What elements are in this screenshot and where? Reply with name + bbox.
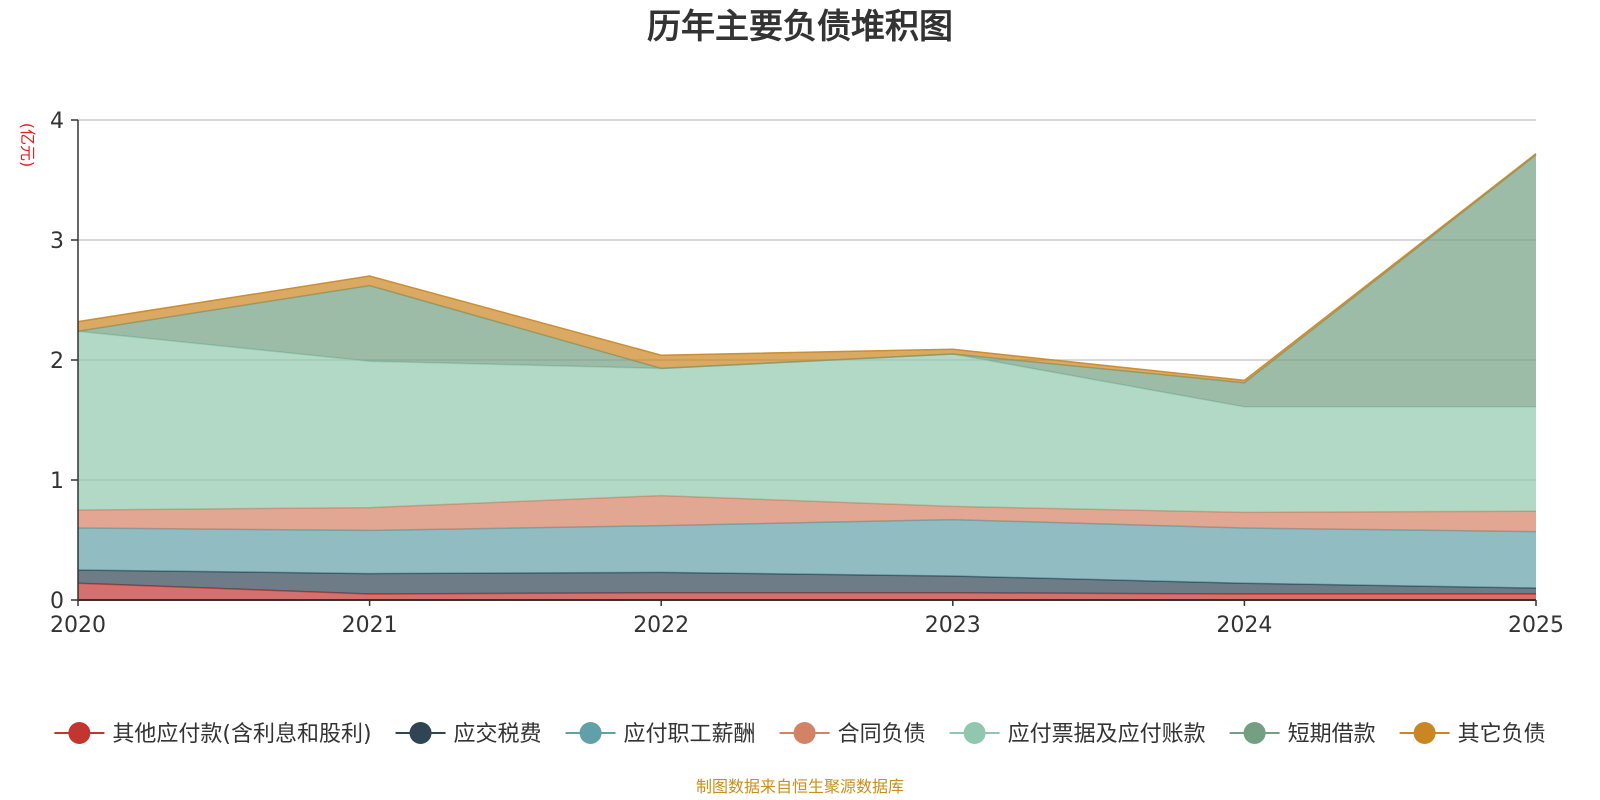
legend-label: 应付票据及应付账款	[1008, 722, 1206, 747]
x-tick-label: 2020	[50, 613, 106, 638]
legend-label: 合同负债	[838, 722, 926, 747]
legend-marker	[963, 722, 986, 744]
legend-item-4[interactable]: 应付票据及应付账款	[949, 722, 1206, 747]
area-series-2	[78, 519, 1536, 588]
y-tick-label: 3	[50, 229, 64, 254]
y-axis-unit: (亿元)	[18, 123, 37, 168]
legend-item-1[interactable]: 应交税费	[395, 722, 542, 747]
legend-label: 应交税费	[454, 722, 542, 747]
legend-marker	[1243, 722, 1266, 744]
legend-marker	[409, 722, 432, 744]
y-tick-label: 1	[50, 469, 64, 494]
area-series-5	[78, 154, 1536, 407]
area-series-1	[78, 570, 1536, 594]
y-tick-label: 4	[50, 109, 64, 134]
data-source-note: 制图数据来自恒生聚源数据库	[696, 777, 904, 796]
area-series-0	[78, 583, 1536, 600]
x-tick-label: 2021	[342, 613, 398, 638]
legend-marker	[793, 722, 816, 744]
chart-title: 历年主要负债堆积图	[647, 7, 953, 47]
area-series-3	[78, 495, 1536, 532]
area-series-4	[78, 331, 1536, 513]
x-tick-label: 2024	[1216, 613, 1272, 638]
y-tick-label: 0	[50, 589, 64, 614]
x-tick-label: 2025	[1508, 613, 1564, 638]
y-tick-label: 2	[50, 349, 64, 374]
x-tick-label: 2023	[925, 613, 981, 638]
legend-label: 短期借款	[1288, 722, 1376, 747]
y-tick-labels: 0 1 2 3 4	[50, 109, 78, 614]
area-line-6	[77, 153, 1537, 382]
legend-item-3[interactable]: 合同负债	[779, 722, 926, 747]
x-tick-label: 2022	[633, 613, 689, 638]
legend-item-0[interactable]: 其他应付款(含利息和股利)	[54, 722, 372, 747]
legend-label: 其他应付款(含利息和股利)	[112, 722, 371, 747]
legend: 其他应付款(含利息和股利) 应交税费 应付职工薪酬 合同负债 应付票据及应付账款 短期借款…	[54, 722, 1546, 747]
area-series	[77, 153, 1537, 600]
legend-label: 其它负债	[1458, 722, 1546, 747]
legend-marker	[68, 722, 91, 744]
legend-item-2[interactable]: 应付职工薪酬	[565, 722, 756, 747]
legend-label: 应付职工薪酬	[624, 722, 756, 747]
x-tick-labels: 2020 2021 2022 2023 2024 2025	[50, 600, 1564, 638]
legend-marker	[1413, 722, 1436, 744]
legend-item-6[interactable]: 其它负债	[1399, 722, 1546, 747]
legend-marker	[579, 722, 602, 744]
legend-item-5[interactable]: 短期借款	[1229, 722, 1376, 747]
